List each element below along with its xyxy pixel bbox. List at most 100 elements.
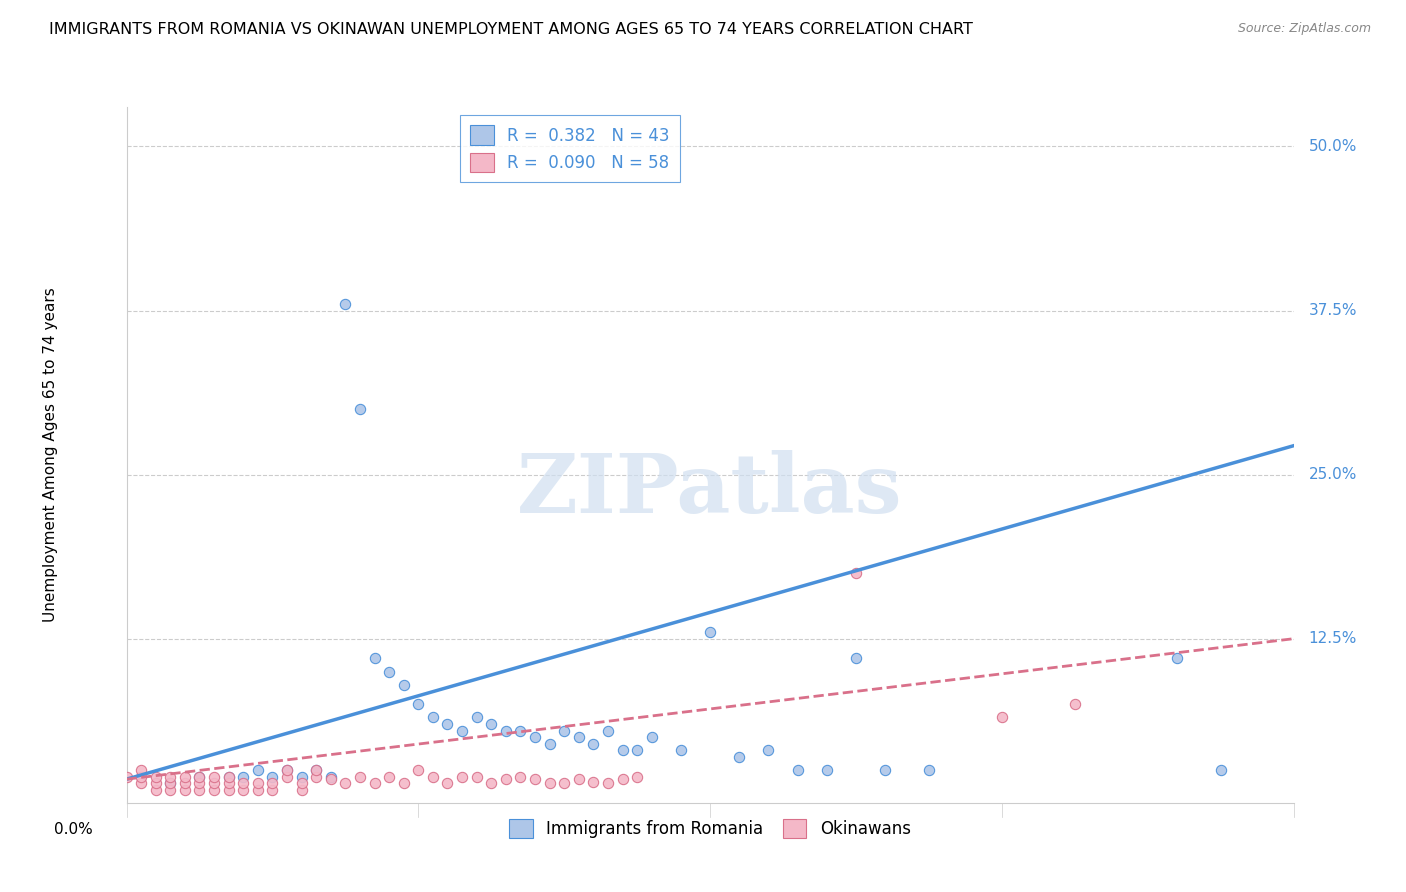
Point [129, 763, 152, 777]
Point [188, 782, 211, 797]
Point [568, 730, 591, 744]
Point [246, 776, 269, 790]
Point [232, 782, 254, 797]
Point [276, 763, 298, 777]
Point [495, 723, 517, 738]
Point [262, 782, 284, 797]
Point [918, 763, 941, 777]
Point [523, 772, 546, 787]
Point [451, 770, 474, 784]
Point [845, 651, 868, 665]
Point [159, 776, 181, 790]
Point [290, 782, 312, 797]
Text: Source: ZipAtlas.com: Source: ZipAtlas.com [1237, 22, 1371, 36]
Point [262, 776, 284, 790]
Point [451, 723, 474, 738]
Point [422, 710, 444, 724]
Point [174, 770, 197, 784]
Point [479, 717, 502, 731]
Point [290, 770, 312, 784]
Point [262, 770, 284, 784]
Point [145, 776, 167, 790]
Text: 37.5%: 37.5% [1309, 303, 1357, 318]
Point [436, 717, 458, 731]
Text: Unemployment Among Ages 65 to 74 years: Unemployment Among Ages 65 to 74 years [44, 287, 58, 623]
Point [290, 776, 312, 790]
Point [728, 749, 751, 764]
Point [1209, 763, 1232, 777]
Point [232, 776, 254, 790]
Point [408, 698, 430, 712]
Point [596, 723, 619, 738]
Text: 50.0%: 50.0% [1309, 139, 1357, 154]
Point [174, 776, 197, 790]
Point [218, 776, 240, 790]
Point [436, 776, 458, 790]
Point [392, 678, 415, 692]
Point [815, 763, 838, 777]
Point [335, 297, 357, 311]
Point [115, 770, 138, 784]
Point [305, 763, 328, 777]
Point [363, 776, 385, 790]
Point [509, 723, 531, 738]
Point [276, 763, 298, 777]
Point [218, 770, 240, 784]
Point [990, 710, 1012, 724]
Point [408, 763, 430, 777]
Point [349, 770, 371, 784]
Point [188, 770, 211, 784]
Point [159, 776, 181, 790]
Point [845, 566, 868, 580]
Point [538, 737, 561, 751]
Point [568, 772, 591, 787]
Point [378, 770, 401, 784]
Point [129, 776, 152, 790]
Point [218, 782, 240, 797]
Point [1166, 651, 1188, 665]
Point [145, 770, 167, 784]
Point [188, 776, 211, 790]
Point [612, 772, 634, 787]
Point [582, 774, 605, 789]
Point [246, 782, 269, 797]
Point [349, 401, 371, 416]
Point [640, 730, 664, 744]
Point [392, 776, 415, 790]
Text: 25.0%: 25.0% [1309, 467, 1357, 482]
Text: ZIPatlas: ZIPatlas [517, 450, 903, 530]
Point [319, 772, 342, 787]
Point [523, 730, 546, 744]
Point [246, 763, 269, 777]
Point [465, 770, 488, 784]
Point [174, 782, 197, 797]
Point [202, 776, 225, 790]
Point [786, 763, 808, 777]
Point [699, 625, 721, 640]
Point [582, 737, 605, 751]
Point [465, 710, 488, 724]
Point [159, 770, 181, 784]
Point [305, 770, 328, 784]
Point [553, 723, 575, 738]
Point [669, 743, 692, 757]
Legend: Immigrants from Romania, Okinawans: Immigrants from Romania, Okinawans [501, 811, 920, 847]
Point [479, 776, 502, 790]
Point [626, 743, 648, 757]
Point [202, 782, 225, 797]
Point [202, 770, 225, 784]
Point [495, 772, 517, 787]
Point [626, 770, 648, 784]
Point [509, 770, 531, 784]
Point [612, 743, 634, 757]
Point [756, 743, 779, 757]
Point [319, 770, 342, 784]
Point [553, 776, 575, 790]
Point [276, 770, 298, 784]
Text: 0.0%: 0.0% [53, 822, 93, 838]
Point [422, 770, 444, 784]
Point [335, 776, 357, 790]
Point [218, 770, 240, 784]
Point [538, 776, 561, 790]
Point [596, 776, 619, 790]
